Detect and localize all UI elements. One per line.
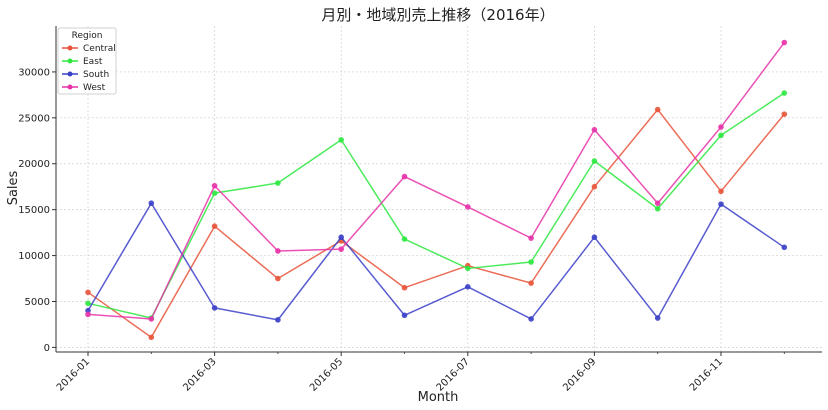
series-lines [85, 39, 788, 341]
data-point-central [211, 223, 218, 229]
y-tick-label: 30000 [18, 67, 50, 78]
y-tick-label: 20000 [18, 159, 50, 170]
legend-label-south: South [83, 70, 109, 80]
data-point-west [781, 39, 788, 46]
x-tick-label: 2016-11 [688, 356, 725, 393]
data-point-central [654, 106, 661, 113]
series-line-south [87, 202, 785, 321]
data-point-south [401, 312, 408, 319]
data-point-central [401, 284, 408, 291]
data-point-south [148, 200, 155, 207]
data-point-east [781, 90, 788, 96]
data-point-central [528, 280, 534, 286]
y-tick-label: 5000 [25, 297, 50, 308]
y-tick-label: 15000 [18, 205, 50, 216]
data-point-east [654, 205, 661, 212]
data-point-east [528, 259, 534, 265]
data-point-south [465, 284, 471, 290]
data-point-east [718, 132, 724, 139]
legend-label-central: Central [83, 44, 116, 54]
data-point-east [591, 158, 598, 164]
data-point-east [465, 265, 471, 272]
data-point-west [338, 246, 345, 252]
x-axis-label: Month [418, 390, 459, 405]
data-point-east [338, 137, 345, 143]
x-tick-label: 2016-01 [55, 356, 92, 393]
data-point-central [148, 334, 155, 341]
data-point-south [718, 201, 724, 207]
x-tick-label: 2016-09 [561, 356, 598, 393]
data-point-south [211, 305, 218, 311]
legend-marker-west [67, 84, 73, 90]
y-tick-label: 10000 [18, 251, 50, 262]
series-line-west [87, 42, 785, 320]
data-point-south [275, 317, 281, 323]
series-west [85, 39, 788, 322]
series-south [85, 200, 788, 323]
data-point-south [781, 244, 788, 251]
data-point-west [654, 200, 661, 207]
y-axis-label: Sales [6, 170, 21, 205]
legend: Region Central East South West [57, 27, 117, 95]
data-point-west [148, 316, 155, 322]
data-point-west [591, 126, 598, 133]
y-tick-label: 25000 [18, 113, 50, 124]
chart-title: 月別・地域別売上推移（2016年） [321, 6, 554, 24]
data-point-west [401, 173, 408, 180]
y-tick-label: 0 [44, 343, 50, 354]
data-point-east [211, 190, 218, 196]
data-point-west [85, 311, 91, 318]
series-line-central [87, 108, 785, 339]
data-point-central [275, 275, 281, 282]
data-point-east [401, 236, 408, 242]
data-point-west [211, 182, 218, 189]
data-point-central [85, 289, 91, 296]
series-line-east [87, 92, 785, 319]
x-tick-label: 2016-03 [181, 356, 218, 393]
data-point-south [591, 234, 598, 241]
data-point-east [85, 300, 91, 307]
legend-box [57, 27, 117, 95]
x-tick-label: 2016-05 [308, 356, 345, 393]
legend-marker-central [67, 45, 73, 51]
data-point-central [591, 183, 598, 190]
data-point-south [654, 315, 661, 321]
series-east [85, 90, 788, 321]
legend-marker-east [67, 58, 73, 64]
legend-label-west: West [83, 83, 106, 93]
data-point-west [465, 204, 471, 210]
legend-title: Region [72, 31, 103, 41]
data-point-south [338, 234, 345, 241]
data-point-central [718, 188, 724, 195]
data-point-west [528, 235, 534, 241]
legend-label-east: East [83, 57, 103, 67]
data-point-west [718, 124, 724, 130]
data-point-east [275, 180, 281, 186]
data-point-west [275, 248, 281, 254]
data-point-central [781, 111, 788, 117]
x-tick-label: 2016-07 [435, 356, 472, 393]
legend-marker-south [67, 71, 73, 77]
series-central [85, 106, 788, 341]
data-point-south [528, 316, 534, 322]
